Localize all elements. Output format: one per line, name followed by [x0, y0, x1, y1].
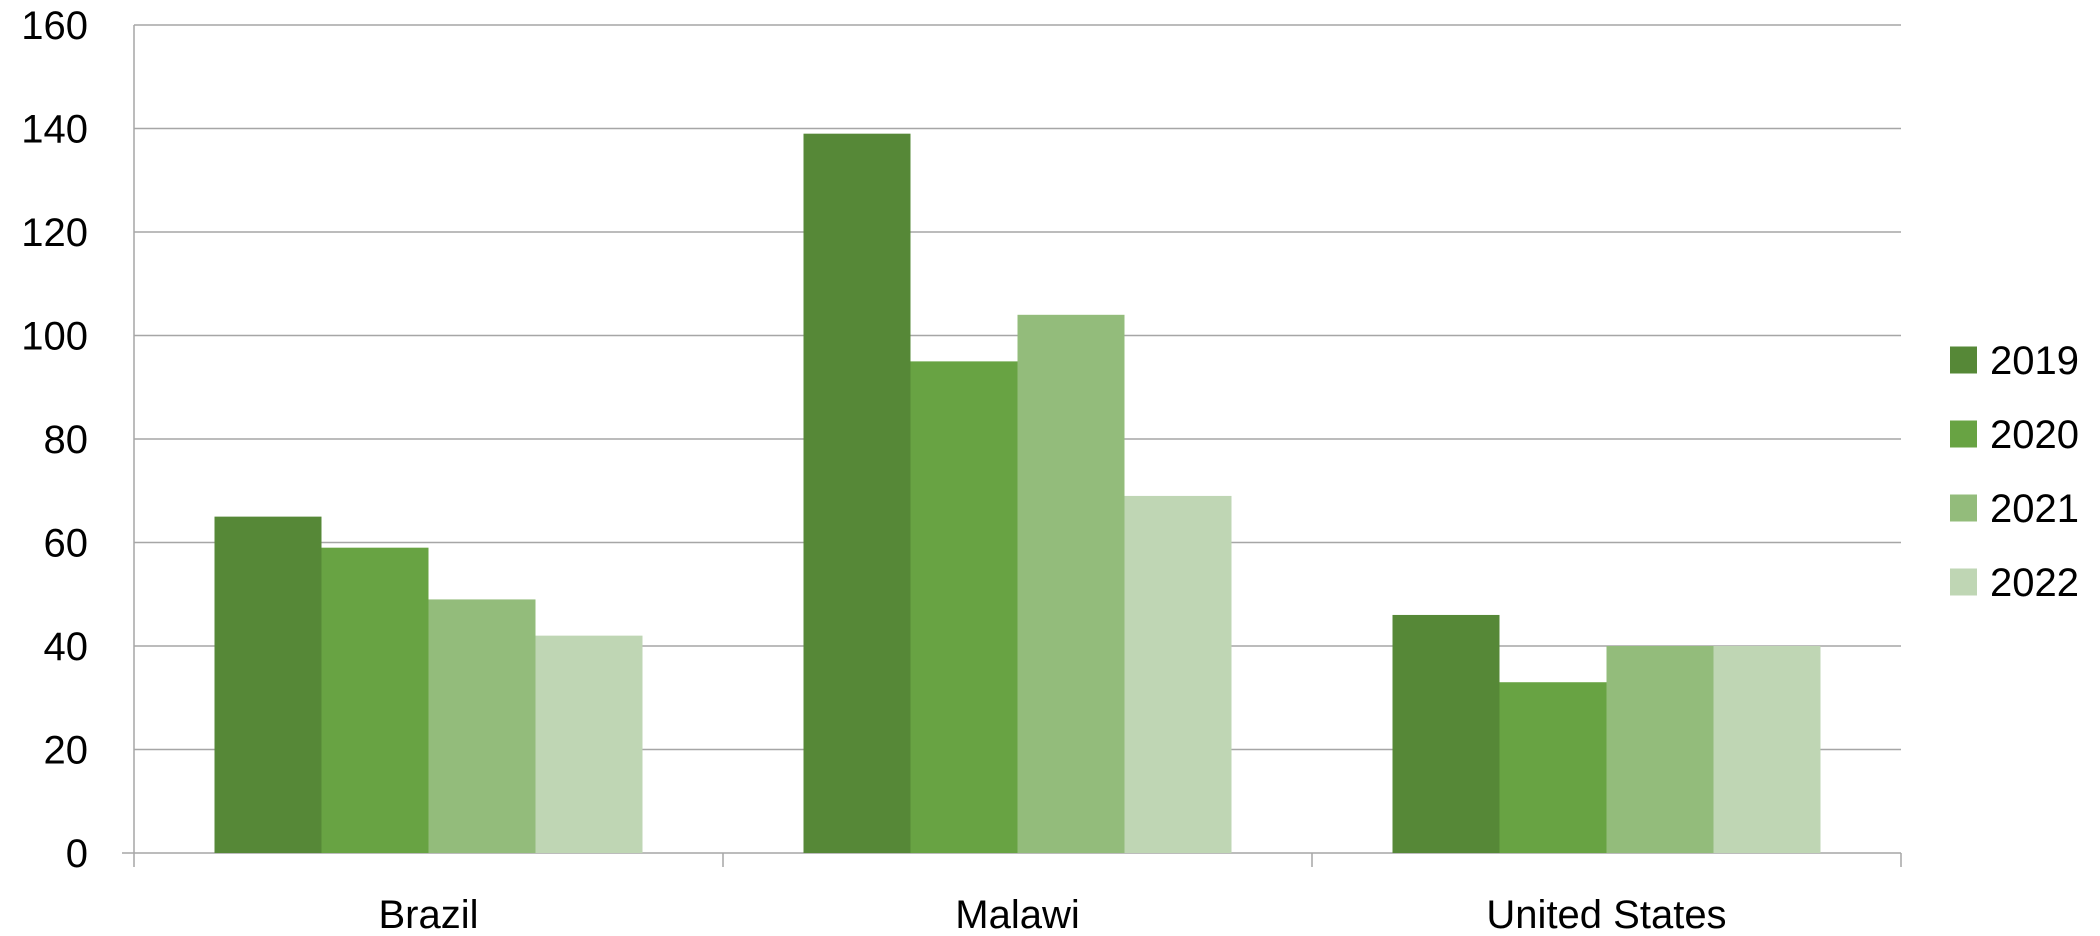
bar-brazil-2020 [321, 547, 429, 853]
legend: 2019 2020 2021 2022 [1950, 339, 2079, 605]
bar-malawi-2022 [1124, 495, 1232, 853]
y-tick-label-120: 120 [21, 211, 88, 255]
x-tick-label-united-states: United States [1486, 893, 1726, 936]
legend-label-2021: 2021 [1990, 487, 2079, 531]
bar-united-states-2022 [1713, 646, 1821, 853]
bar-series [214, 133, 1821, 854]
y-tick-label-160: 160 [21, 4, 88, 48]
legend-swatch-2021 [1950, 494, 1977, 522]
y-tick-label-0: 0 [66, 832, 88, 876]
legend-label-2020: 2020 [1990, 413, 2079, 457]
legend-label-2019: 2019 [1990, 339, 2079, 383]
x-tick-label-malawi: Malawi [955, 893, 1079, 936]
y-tick-label-100: 100 [21, 315, 88, 359]
legend-label-2022: 2022 [1990, 561, 2079, 605]
legend-swatch-2022 [1950, 568, 1977, 596]
x-tick-label-brazil: Brazil [378, 893, 478, 936]
bar-united-states-2019 [1392, 614, 1500, 853]
y-axis: 0 20 40 60 80 100 120 140 160 [21, 4, 135, 876]
bar-brazil-2022 [535, 635, 643, 853]
x-axis: Brazil Malawi United States [133, 852, 1902, 936]
bar-malawi-2019 [803, 133, 911, 854]
y-tick-label-140: 140 [21, 108, 88, 152]
legend-swatch-2020 [1950, 420, 1977, 448]
y-tick-label-60: 60 [44, 522, 89, 566]
bar-brazil-2021 [428, 599, 536, 853]
y-tick-label-40: 40 [44, 625, 89, 669]
bar-malawi-2021 [1017, 314, 1125, 853]
bar-united-states-2021 [1606, 646, 1714, 853]
bar-malawi-2020 [910, 361, 1018, 853]
legend-swatch-2019 [1950, 346, 1977, 374]
bar-united-states-2020 [1499, 682, 1607, 853]
y-tick-label-80: 80 [44, 418, 89, 462]
y-tick-label-20: 20 [44, 729, 89, 773]
bar-brazil-2019 [214, 516, 322, 853]
